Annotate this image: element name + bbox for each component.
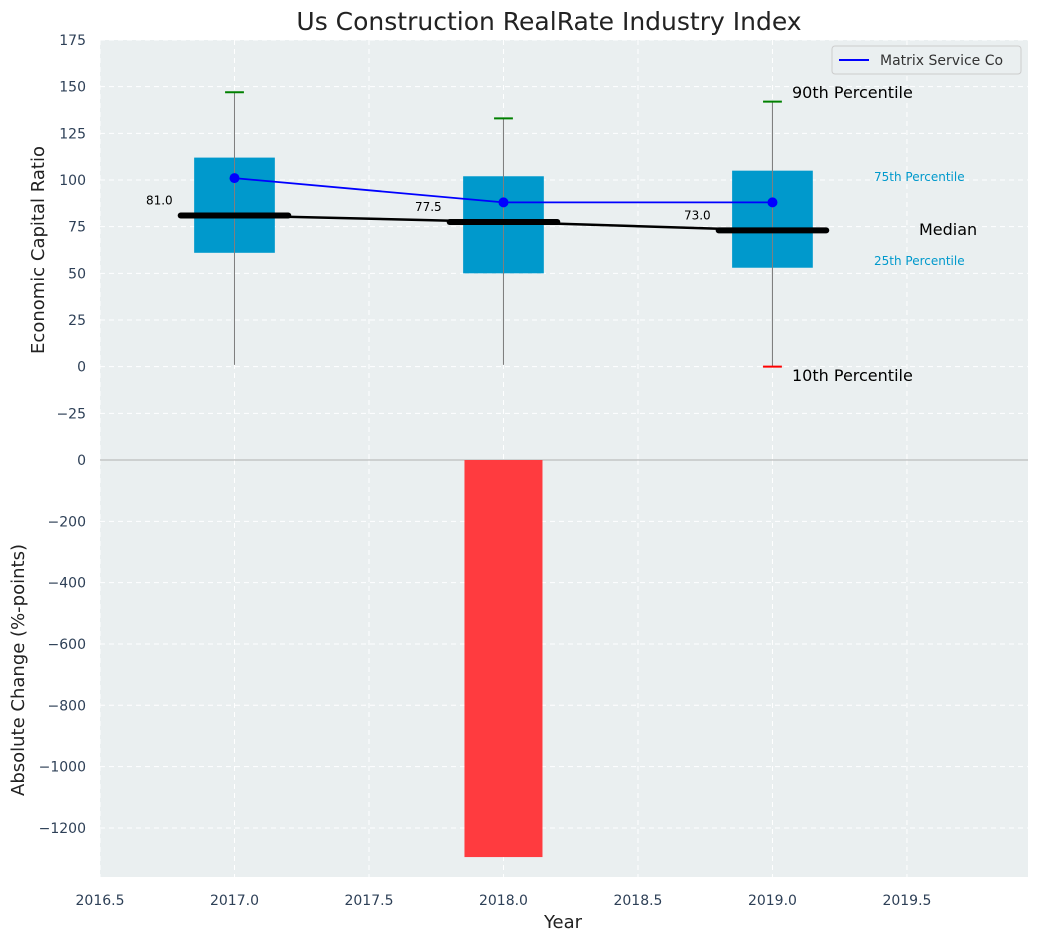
change-bar (464, 460, 543, 858)
x-tick-label: 2018.5 (613, 893, 662, 909)
p90-annotation: 90th Percentile (792, 83, 913, 102)
bottom-y-tick-label: −400 (48, 576, 86, 592)
top-panel: −25 0 25 50 75 100 125 150 175 81.0 77.5 73.0 (56, 33, 1028, 460)
legend-label: Matrix Service Co (880, 53, 1003, 69)
p25-annotation: 25th Percentile (874, 254, 965, 268)
x-tick-label: 2016.5 (76, 893, 125, 909)
bottom-y-tick-label: −800 (48, 698, 86, 714)
p75-annotation: 75th Percentile (874, 170, 965, 184)
median-value-label: 73.0 (684, 208, 711, 222)
company-point (767, 197, 778, 208)
bottom-y-tick-label: −200 (48, 514, 86, 530)
x-tick-label: 2019.5 (882, 893, 931, 909)
top-y-tick-label: 100 (59, 173, 86, 189)
median-value-label: 81.0 (146, 193, 173, 207)
top-y-tick-label: 0 (77, 360, 86, 376)
p10-annotation: 10th Percentile (792, 366, 913, 385)
bottom-panel: 2016.5 2017.0 2017.5 2018.0 2018.5 2019.0 2019… (39, 453, 1028, 909)
top-y-tick-label: −25 (56, 406, 86, 422)
median-annotation: Median (919, 220, 977, 239)
bottom-plot-area (100, 460, 1028, 877)
company-point (229, 173, 240, 184)
bottom-y-tick-label: −1200 (39, 821, 86, 837)
company-point (498, 197, 509, 208)
top-y-tick-label: 75 (68, 220, 86, 236)
bottom-y-tick-label: −600 (48, 637, 86, 653)
bottom-y-tick-label: 0 (77, 453, 86, 469)
top-y-tick-label: 125 (59, 126, 86, 142)
x-tick-label: 2017.0 (210, 893, 259, 909)
top-y-tick-label: 50 (68, 266, 86, 282)
top-y-axis-label: Economic Capital Ratio (28, 146, 49, 354)
legend: Matrix Service Co (831, 45, 1022, 75)
legend-box (831, 45, 1022, 75)
top-y-tick-label: 25 (68, 313, 86, 329)
bottom-y-axis-label: Absolute Change (%-points) (8, 544, 29, 796)
x-tick-label: 2018.0 (479, 893, 528, 909)
x-tick-label: 2019.0 (748, 893, 797, 909)
top-y-tick-label: 150 (59, 80, 86, 96)
chart-title: Us Construction RealRate Industry Index (296, 7, 801, 36)
bottom-y-tick-label: −1000 (39, 760, 86, 776)
median-value-label: 77.5 (415, 200, 442, 214)
x-tick-label: 2017.5 (344, 893, 393, 909)
x-axis-label: Year (543, 912, 583, 933)
top-y-tick-label: 175 (59, 33, 86, 49)
